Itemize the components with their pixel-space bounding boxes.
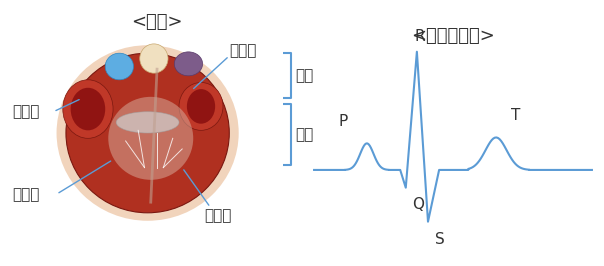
- Text: 左心室: 左心室: [204, 208, 231, 223]
- Ellipse shape: [66, 53, 230, 213]
- Ellipse shape: [108, 97, 193, 180]
- Text: 右心室: 右心室: [13, 187, 40, 202]
- Text: <心臓>: <心臓>: [131, 13, 183, 31]
- Ellipse shape: [63, 80, 113, 138]
- Ellipse shape: [71, 88, 105, 130]
- Ellipse shape: [179, 82, 223, 130]
- Text: P: P: [339, 114, 348, 128]
- Ellipse shape: [116, 112, 179, 133]
- Ellipse shape: [57, 45, 239, 221]
- Ellipse shape: [105, 53, 133, 80]
- Text: R: R: [414, 29, 425, 44]
- Text: 心室: 心室: [295, 127, 313, 142]
- Text: <心電図波形>: <心電図波形>: [411, 27, 495, 45]
- Text: 右心房: 右心房: [13, 104, 40, 119]
- Text: T: T: [511, 108, 521, 123]
- Text: Q: Q: [412, 197, 424, 211]
- Text: 上室: 上室: [295, 68, 313, 83]
- Ellipse shape: [140, 44, 168, 73]
- Ellipse shape: [187, 89, 215, 124]
- Ellipse shape: [175, 52, 202, 76]
- Text: 左心房: 左心房: [230, 43, 257, 58]
- Text: S: S: [435, 232, 445, 247]
